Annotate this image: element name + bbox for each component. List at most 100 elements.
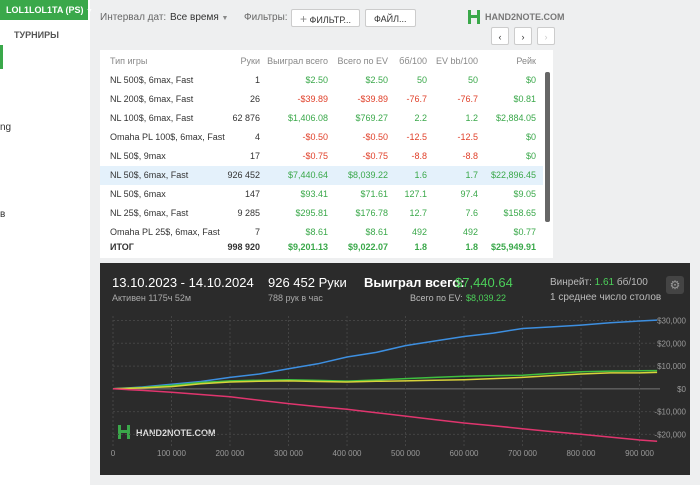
table-cell: 1.8 [465, 242, 478, 252]
x-tick-label: 800 000 [567, 449, 596, 458]
more-button[interactable]: › [537, 27, 555, 45]
table-cell: $8.61 [305, 227, 328, 237]
table-cell: -12.5 [406, 132, 427, 142]
watermark: HAND2NOTE.COM [136, 428, 216, 438]
table-cell: 998 920 [227, 242, 260, 252]
table-cell: 2.2 [414, 113, 427, 123]
tables: 1 среднее число столов [550, 292, 662, 303]
watermark-icon [118, 425, 130, 439]
table-cell: 9 285 [237, 208, 260, 218]
table-cell: -76.7 [457, 94, 478, 104]
table-cell: Omaha PL 100$, 6max, Fast [110, 132, 225, 142]
table-cell: NL 50$, 6max [110, 189, 166, 199]
next-button[interactable]: › [514, 27, 532, 45]
table-cell: $295.81 [295, 208, 328, 218]
logo: HAND2NOTE.COM [485, 12, 565, 22]
date-select[interactable]: Все время ▼ [170, 12, 229, 23]
table-cell: 7 [254, 227, 260, 237]
table-cell: 50 [467, 75, 478, 85]
table-cell: -$39.89 [297, 94, 328, 104]
won-label: Выиграл всего: [364, 275, 465, 290]
y-tick-label: $10,000 [657, 362, 686, 371]
menu-item[interactable]: ng [0, 122, 12, 133]
table-cell: 97.4 [460, 189, 478, 199]
table-cell: $25,949.91 [490, 242, 536, 252]
y-tick-label: $20,000 [657, 339, 686, 348]
table-cell: $22,896.45 [490, 170, 536, 180]
table-cell: $158.65 [503, 208, 536, 218]
settings-button[interactable]: ⚙ [666, 276, 684, 294]
table-cell: 17 [249, 151, 260, 161]
selection-indicator [0, 45, 3, 69]
table-cell: 147 [244, 189, 260, 199]
table-cell: $0.77 [513, 227, 536, 237]
table-cell: Всего по EV [337, 56, 388, 66]
y-tick-label: -$20,000 [654, 430, 686, 439]
table-cell: 492 [411, 227, 427, 237]
table-cell: -8.8 [462, 151, 478, 161]
y-tick-label: $0 [677, 385, 686, 394]
table-cell: 926 452 [227, 170, 260, 180]
table-cell: $2.50 [365, 75, 388, 85]
prev-button[interactable]: ‹ [491, 27, 509, 45]
filters-label: Фильтры: [244, 12, 288, 23]
table-cell: Выиграл всего [267, 56, 328, 66]
table-cell: 4 [254, 132, 260, 142]
file-button[interactable]: ФАЙЛ... [365, 9, 416, 27]
table-cell: $0 [525, 151, 536, 161]
table-cell: EV bb/100 [435, 56, 478, 66]
row-highlight [100, 166, 543, 185]
table-cell: $0 [525, 75, 536, 85]
y-tick-label: -$10,000 [654, 408, 686, 417]
tab[interactable]: ТУРНИРЫ [14, 30, 59, 40]
file-button-text: ФАЙЛ... [374, 14, 407, 24]
table-cell: 7.6 [465, 208, 478, 218]
active-time: Активен 1175ч 52м [112, 293, 192, 303]
account-menu[interactable]: LOL1LOL1TA (PS) ▼ [0, 0, 93, 20]
table-cell: 1.2 [465, 113, 478, 123]
winrate-label: Винрейт: [550, 277, 592, 288]
table-cell: 1.7 [465, 170, 478, 180]
x-tick-label: 400 000 [333, 449, 362, 458]
won-value: $7,440.64 [455, 275, 513, 290]
y-tick-label: $30,000 [657, 317, 686, 326]
table-cell: -$0.75 [362, 151, 388, 161]
table-cell: 127.1 [404, 189, 427, 199]
table-cell: бб/100 [399, 56, 427, 66]
filter-button[interactable]: + ФИЛЬТР... [291, 9, 361, 27]
filter-button-text: ФИЛЬТР... [309, 15, 352, 25]
summary-panel: 13.10.2023 - 14.10.2024 Активен 1175ч 52… [100, 263, 690, 475]
table-cell: $9.05 [513, 189, 536, 199]
table-cell: 1.6 [414, 170, 427, 180]
line-series [112, 319, 658, 390]
hands: 926 452 Руки [268, 275, 347, 290]
x-tick-label: 500 000 [391, 449, 420, 458]
table-cell: NL 50$, 6max, Fast [110, 170, 189, 180]
table-cell: Omaha PL 25$, 6max, Fast [110, 227, 220, 237]
x-tick-label: 100 000 [157, 449, 186, 458]
table-cell: -12.5 [457, 132, 478, 142]
table-cell: NL 500$, 6max, Fast [110, 75, 194, 85]
table-cell: Тип игры [110, 56, 148, 66]
table-cell: 1 [254, 75, 260, 85]
table-cell: 1.8 [414, 242, 427, 252]
winrate-unit: бб/100 [616, 277, 648, 288]
table-cell: $1,406.08 [287, 113, 328, 123]
date-label: Интервал дат: [100, 12, 167, 23]
table-cell: -8.8 [411, 151, 427, 161]
table-cell: -$0.50 [302, 132, 328, 142]
table-cell: 26 [249, 94, 260, 104]
table-cell: ИТОГ [110, 242, 134, 252]
period: 13.10.2023 - 14.10.2024 [112, 275, 254, 290]
menu-item[interactable]: в [0, 209, 6, 220]
table-cell: $71.61 [360, 189, 388, 199]
x-tick-label: 200 000 [216, 449, 245, 458]
table-cell: $769.27 [355, 113, 388, 123]
table-cell: $8.61 [365, 227, 388, 237]
table-cell: NL 100$, 6max, Fast [110, 113, 194, 123]
winrate: Винрейт: 1.61 бб/100 [550, 277, 648, 288]
table-cell: $7,440.64 [287, 170, 328, 180]
sidebar: LOL1LOL1TA (PS) ▼ ТУРНИРЫ ng в [0, 0, 93, 485]
table-cell: -$39.89 [357, 94, 388, 104]
